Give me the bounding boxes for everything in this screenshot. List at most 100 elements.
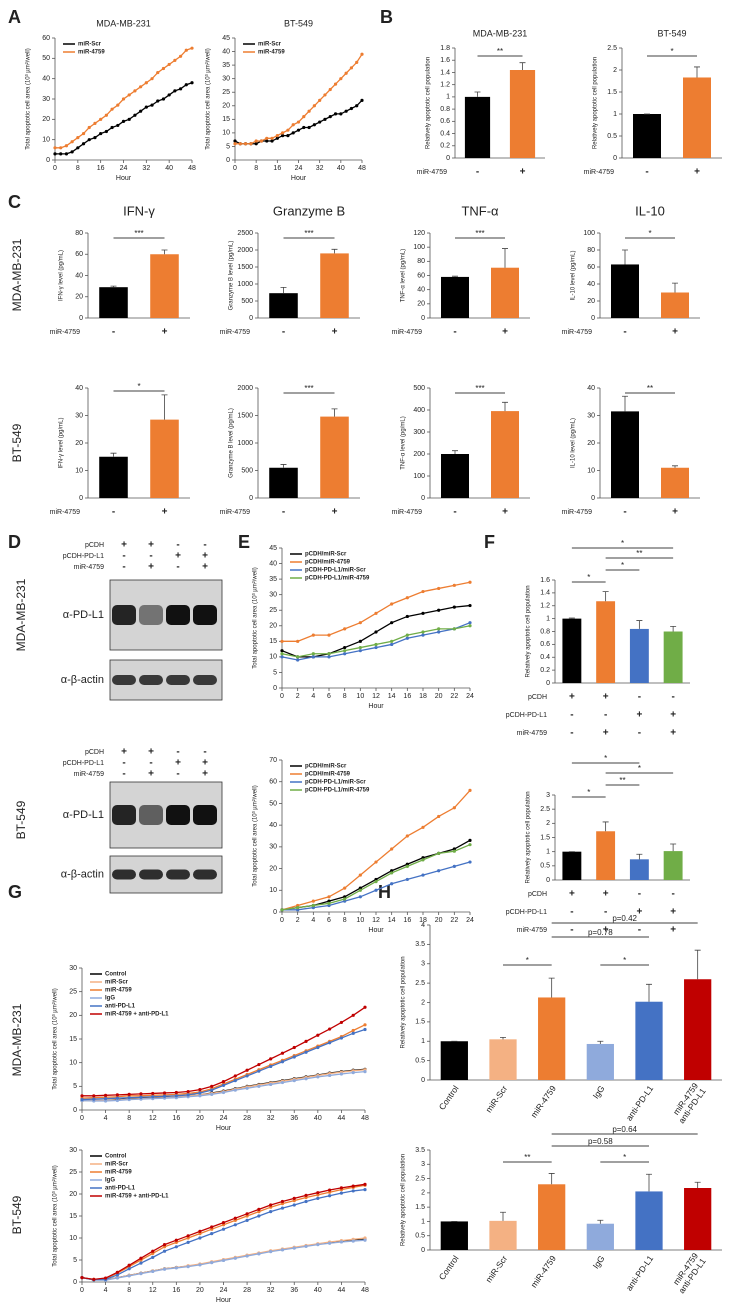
y-tick-label: 500 bbox=[413, 385, 425, 392]
x-tick-label: 14 bbox=[388, 693, 396, 700]
bar bbox=[596, 601, 616, 683]
data-point bbox=[292, 1246, 296, 1250]
data-point bbox=[265, 136, 269, 140]
data-point bbox=[296, 655, 300, 659]
data-point bbox=[257, 1214, 261, 1218]
y-tick-label: 0 bbox=[273, 909, 277, 916]
y-axis-label: Total apoptotic cell area (10³ µm²/well) bbox=[53, 1165, 59, 1267]
data-point bbox=[221, 1221, 226, 1225]
condition-mark: - bbox=[476, 167, 479, 178]
data-point bbox=[468, 603, 472, 608]
y-tick-label: 0 bbox=[79, 495, 83, 502]
x-tick-label: 48 bbox=[358, 165, 366, 172]
x-tick-label: 12 bbox=[372, 917, 380, 924]
data-point bbox=[186, 1265, 190, 1269]
blot-band bbox=[166, 605, 190, 625]
condition-label: miR-4759 bbox=[392, 329, 422, 336]
bar bbox=[635, 1191, 663, 1250]
data-point bbox=[245, 1214, 249, 1218]
condition-mark: - bbox=[570, 728, 573, 739]
data-point bbox=[221, 1083, 226, 1087]
data-point bbox=[184, 83, 188, 87]
bar bbox=[663, 851, 683, 880]
x-tick-label: 44 bbox=[338, 1287, 346, 1294]
significance-label: ** bbox=[647, 384, 653, 393]
y-tick-label: 0 bbox=[73, 1279, 77, 1286]
condition-label: miR-4759 bbox=[220, 329, 250, 336]
x-tick-label: 48 bbox=[361, 1115, 369, 1122]
data-point bbox=[64, 144, 69, 148]
bar bbox=[661, 292, 689, 318]
error-bar bbox=[110, 285, 117, 288]
y-tick-label: 25 bbox=[69, 1169, 77, 1176]
legend-label: miR-4759 bbox=[258, 50, 285, 56]
column-title: IFN-γ bbox=[123, 203, 155, 218]
x-tick-label-line: miR-Scr bbox=[484, 1254, 510, 1285]
data-point bbox=[296, 128, 301, 132]
bar bbox=[491, 267, 519, 318]
x-tick-label: 48 bbox=[188, 165, 196, 172]
x-tick-label-line: anti-PD-L1 bbox=[624, 1083, 656, 1122]
data-point bbox=[344, 109, 348, 113]
data-point bbox=[390, 871, 394, 875]
bar bbox=[150, 254, 179, 318]
chart-title: BT-549 bbox=[657, 28, 686, 38]
condition-mark: - bbox=[203, 747, 206, 758]
condition-label: miR-4759 bbox=[74, 771, 104, 778]
condition-mark: + bbox=[148, 540, 154, 551]
condition-mark: + bbox=[162, 507, 168, 518]
legend-label: pCDH/miR-4759 bbox=[305, 560, 351, 566]
data-point bbox=[307, 109, 311, 113]
y-tick-label: 60 bbox=[587, 264, 595, 271]
data-point bbox=[358, 873, 362, 877]
data-point bbox=[343, 649, 347, 653]
y-axis-label: TNF-α level (pg/mL) bbox=[401, 416, 407, 469]
data-point bbox=[307, 125, 311, 130]
bar bbox=[99, 456, 128, 498]
legend-label: anti-PD-L1 bbox=[105, 1004, 136, 1010]
y-tick-label: 70 bbox=[269, 757, 277, 764]
significance-label: * bbox=[587, 573, 590, 582]
significance-label: * bbox=[621, 539, 624, 548]
panel-label: E bbox=[238, 532, 250, 552]
x-tick-label: Control bbox=[437, 1084, 461, 1112]
y-tick-label: 1500 bbox=[237, 264, 253, 271]
data-point bbox=[291, 123, 295, 127]
y-tick-label: 20 bbox=[269, 865, 277, 872]
data-point bbox=[343, 645, 347, 650]
data-point bbox=[233, 1079, 237, 1083]
x-tick-label-line: miR-Scr bbox=[484, 1084, 510, 1115]
legend-label: pCDH-PD-L1/miR-4759 bbox=[305, 788, 370, 794]
condition-mark: + bbox=[502, 507, 508, 518]
data-point bbox=[452, 605, 456, 609]
y-tick-label: 10 bbox=[69, 1060, 77, 1067]
data-point bbox=[257, 1210, 261, 1214]
data-point bbox=[186, 1234, 190, 1238]
error-bar bbox=[548, 977, 555, 998]
x-tick-label: 22 bbox=[450, 693, 458, 700]
data-point bbox=[280, 1206, 285, 1210]
data-point bbox=[343, 652, 347, 656]
bar bbox=[663, 631, 683, 683]
data-point bbox=[221, 1090, 226, 1095]
data-point bbox=[238, 142, 242, 146]
y-tick-label: 500 bbox=[241, 467, 253, 474]
data-point bbox=[269, 1057, 273, 1061]
x-tick-label: 24 bbox=[466, 693, 474, 700]
significance-label: * bbox=[526, 956, 529, 965]
data-point bbox=[421, 589, 425, 594]
data-point bbox=[304, 1244, 308, 1248]
significance-label: ** bbox=[497, 47, 503, 56]
x-tick-label: 8 bbox=[343, 693, 347, 700]
legend-label: pCDH-PD-L1/miR-Scr bbox=[305, 568, 366, 574]
y-tick-label: 20 bbox=[222, 103, 230, 110]
error-bar bbox=[331, 248, 338, 254]
significance-label: * bbox=[137, 382, 140, 391]
y-tick-label: 30 bbox=[587, 412, 595, 419]
condition-label: miR-4759 bbox=[562, 509, 592, 516]
data-point bbox=[233, 1256, 237, 1260]
data-point bbox=[343, 627, 347, 631]
data-point bbox=[174, 1245, 178, 1249]
legend-label: miR-Scr bbox=[105, 980, 129, 986]
